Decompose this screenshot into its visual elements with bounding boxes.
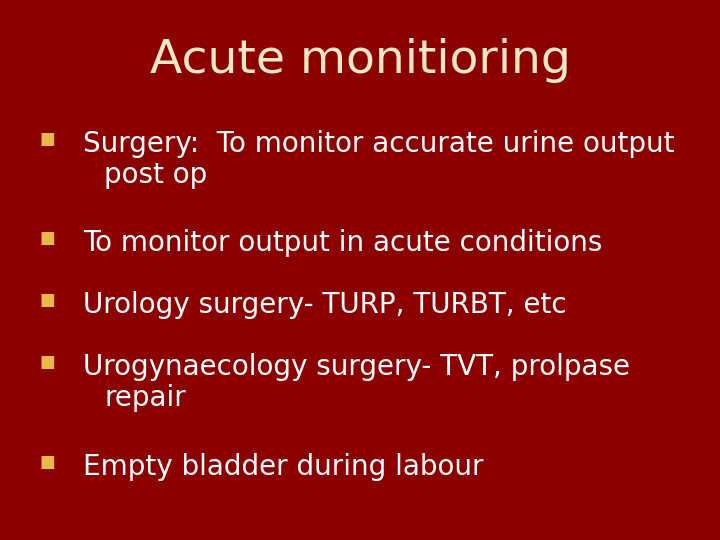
Text: ■: ■ [40, 229, 55, 247]
Text: ■: ■ [40, 353, 55, 371]
Text: Urology surgery- TURP, TURBT, etc: Urology surgery- TURP, TURBT, etc [83, 291, 567, 319]
Text: repair: repair [104, 384, 186, 413]
Text: Acute monitioring: Acute monitioring [150, 38, 570, 83]
Text: post op: post op [104, 161, 207, 189]
Text: ■: ■ [40, 130, 55, 147]
Text: Empty bladder during labour: Empty bladder during labour [83, 453, 483, 481]
Text: Surgery:  To monitor accurate urine output: Surgery: To monitor accurate urine outpu… [83, 130, 675, 158]
Text: ■: ■ [40, 453, 55, 470]
Text: To monitor output in acute conditions: To monitor output in acute conditions [83, 229, 602, 257]
Text: Urogynaecology surgery- TVT, prolpase: Urogynaecology surgery- TVT, prolpase [83, 353, 630, 381]
Text: ■: ■ [40, 291, 55, 309]
